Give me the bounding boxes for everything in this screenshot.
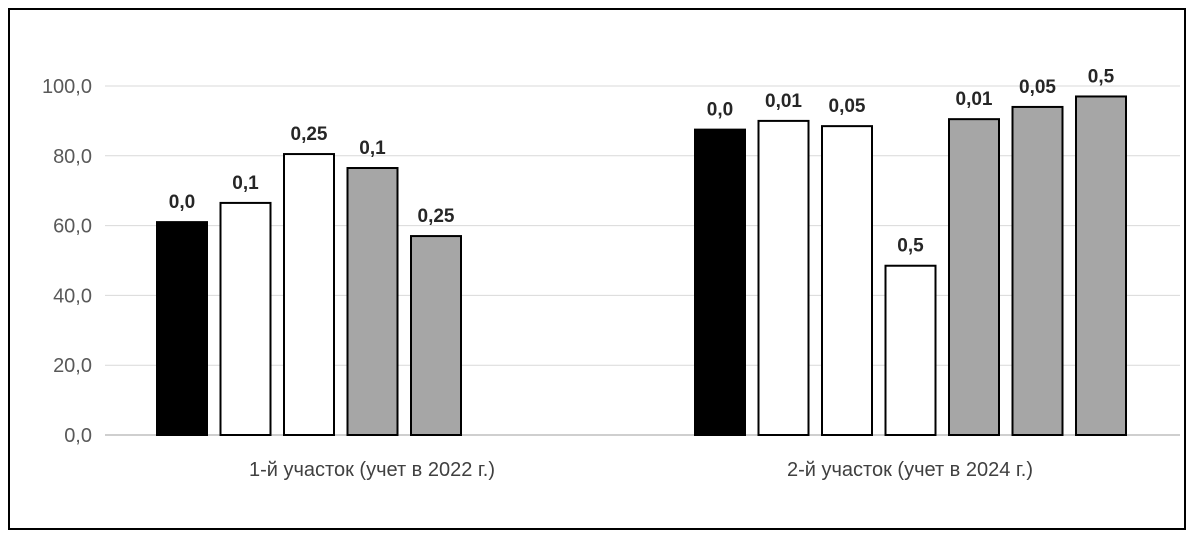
bar-data-label: 0,5 <box>1088 66 1115 87</box>
bars <box>156 95 1127 437</box>
category-labels: 1-й участок (учет в 2022 г.) 2-й участок … <box>249 459 1033 481</box>
bar <box>821 125 873 436</box>
y-axis-ticks: 0,0 20,0 40,0 60,0 80,0 100,0 <box>42 76 92 447</box>
y-tick-label: 20,0 <box>53 355 92 377</box>
y-tick-label: 100,0 <box>42 76 92 98</box>
category-label: 2-й участок (учет в 2024 г.) <box>787 459 1033 481</box>
y-tick-label: 60,0 <box>53 216 92 238</box>
bar <box>283 153 335 436</box>
bar <box>219 201 272 436</box>
bar <box>1011 105 1064 436</box>
bar <box>694 128 746 436</box>
bar <box>156 221 208 436</box>
bar <box>884 264 937 436</box>
bar <box>1075 95 1127 436</box>
bar-data-label: 0,01 <box>956 89 993 110</box>
bar-data-label: 0,5 <box>897 236 924 257</box>
bar <box>410 235 462 436</box>
bar-data-label: 0,1 <box>359 138 386 159</box>
y-tick-label: 80,0 <box>53 146 92 168</box>
bar-data-label: 0,01 <box>765 91 802 112</box>
bar <box>757 119 810 437</box>
bar <box>346 167 399 436</box>
y-tick-label: 40,0 <box>53 285 92 307</box>
category-label: 1-й участок (учет в 2022 г.) <box>249 459 495 481</box>
bar-data-label: 0,0 <box>707 100 733 121</box>
bar-data-label: 0,05 <box>1019 77 1056 98</box>
y-tick-label: 0,0 <box>64 425 92 447</box>
bar-data-label: 0,0 <box>169 192 195 213</box>
data-labels: 0,0 0,1 0,25 0,1 0,25 0,0 0,01 0,05 0,5 0,01 0,05 0… <box>169 66 1115 256</box>
bar-data-label: 0,05 <box>829 96 866 117</box>
bar-data-label: 0,25 <box>418 206 455 227</box>
bar-data-label: 0,25 <box>291 124 328 145</box>
bar-data-label: 0,1 <box>232 173 259 194</box>
bar <box>948 118 1000 436</box>
